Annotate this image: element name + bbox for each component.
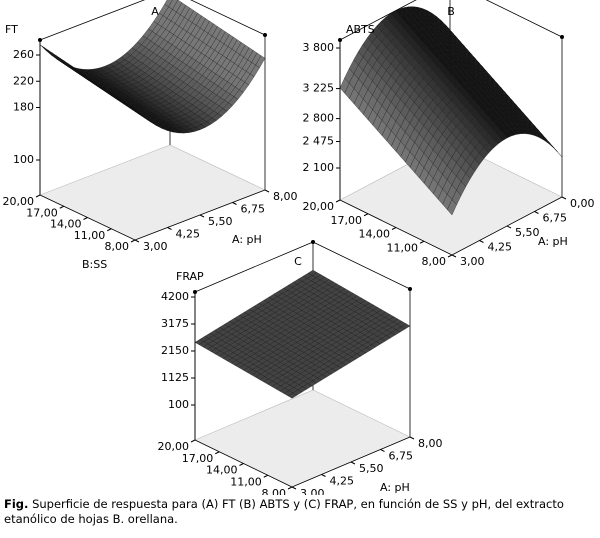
y-tick-label: 20,00 bbox=[303, 200, 335, 213]
x-tick bbox=[321, 474, 326, 477]
y-tick-label: 11,00 bbox=[230, 475, 262, 488]
x-tick-label: 0,00 bbox=[570, 197, 595, 210]
z-tick-label: 180 bbox=[13, 101, 34, 114]
x-tick-label: 8,00 bbox=[273, 190, 298, 203]
x-tick-label: 5,50 bbox=[359, 462, 384, 475]
x-tick bbox=[291, 486, 297, 490]
y-tick bbox=[130, 239, 136, 243]
z-tick-label: 1125 bbox=[161, 371, 189, 384]
z-tick-label: 2 475 bbox=[303, 135, 335, 148]
panel-letter: B bbox=[447, 5, 455, 18]
z-tick-label: 2 800 bbox=[303, 112, 335, 125]
x-axis-label: A: pH bbox=[232, 233, 262, 246]
box-edge bbox=[194, 241, 314, 293]
z-tick-label: 2150 bbox=[161, 344, 189, 357]
z-tick-label: 3175 bbox=[161, 317, 189, 330]
panel-letter: C bbox=[294, 255, 302, 268]
surface-cell bbox=[130, 105, 141, 114]
y-tick bbox=[35, 194, 41, 198]
x-tick-label: 4,25 bbox=[488, 241, 513, 254]
x-tick-label: 3,00 bbox=[460, 255, 485, 268]
x-tick bbox=[479, 240, 484, 243]
x-axis-label: A: pH bbox=[380, 481, 410, 494]
x-tick-label: 6,75 bbox=[389, 450, 414, 463]
y-tick bbox=[215, 451, 220, 455]
y-tick bbox=[59, 205, 64, 209]
x-tick bbox=[451, 254, 457, 258]
y-axis-label: B:SS bbox=[82, 258, 107, 271]
y-tick-label: 20,00 bbox=[158, 440, 190, 453]
caption-text: Superficie de respuesta para (A) FT (B) … bbox=[4, 497, 564, 526]
y-tick-label: 20,00 bbox=[3, 195, 35, 208]
y-tick bbox=[391, 227, 397, 230]
y-tick bbox=[287, 486, 293, 490]
x-tick bbox=[380, 449, 385, 452]
surface-cell bbox=[287, 392, 298, 399]
y-tick bbox=[190, 439, 196, 443]
surface-cell bbox=[447, 199, 457, 216]
y-tick-label: 11,00 bbox=[387, 241, 419, 254]
box-edge bbox=[39, 0, 146, 41]
x-tick bbox=[199, 214, 205, 218]
x-tick bbox=[561, 196, 567, 200]
x-tick-label: 4,25 bbox=[176, 228, 201, 241]
y-tick-label: 8,00 bbox=[422, 255, 447, 268]
y-tick bbox=[447, 254, 453, 258]
z-tick-label: 3 225 bbox=[303, 82, 335, 95]
x-tick-label: 6,75 bbox=[241, 203, 266, 216]
y-tick bbox=[335, 199, 341, 203]
y-tick bbox=[83, 217, 88, 220]
y-tick bbox=[239, 463, 244, 466]
x-tick bbox=[134, 239, 140, 243]
z-tick-label: 220 bbox=[13, 74, 34, 87]
x-tick-label: 5,50 bbox=[208, 215, 233, 228]
y-tick-label: 14,00 bbox=[50, 218, 82, 231]
z-tick-label: 3 800 bbox=[303, 41, 335, 54]
figure: 1001802202608,006,755,504,253,0020,0017,… bbox=[3, 0, 595, 495]
y-tick-label: 14,00 bbox=[359, 228, 391, 241]
y-tick bbox=[107, 228, 112, 232]
x-tick bbox=[264, 189, 270, 193]
box-edge bbox=[312, 241, 411, 290]
z-tick-label: 260 bbox=[13, 48, 34, 61]
y-tick-label: 11,00 bbox=[74, 229, 106, 242]
y-tick-label: 8,00 bbox=[262, 487, 287, 495]
y-tick-label: 8,00 bbox=[105, 240, 130, 253]
z-tick-label: 2 100 bbox=[303, 161, 335, 174]
y-tick bbox=[263, 474, 268, 478]
z-axis-label: FT bbox=[5, 23, 18, 36]
y-tick-label: 17,00 bbox=[182, 452, 214, 465]
caption: Fig. Superficie de respuesta para (A) FT… bbox=[4, 497, 598, 527]
z-axis-label: ABTS bbox=[346, 23, 375, 36]
x-tick bbox=[167, 227, 172, 230]
z-tick-label: 100 bbox=[13, 153, 34, 166]
y-tick-label: 17,00 bbox=[26, 206, 58, 219]
x-tick-label: 3,00 bbox=[300, 487, 325, 495]
z-tick-label: 100 bbox=[168, 398, 189, 411]
y-tick bbox=[419, 240, 425, 244]
panel-letter: A bbox=[151, 5, 159, 18]
z-axis-label: FRAP bbox=[176, 270, 204, 283]
y-tick-label: 17,00 bbox=[331, 214, 363, 227]
x-tick-label: 3,00 bbox=[143, 240, 168, 253]
caption-label: Fig. bbox=[4, 497, 29, 511]
y-tick-label: 14,00 bbox=[206, 464, 238, 477]
z-tick-label: 4200 bbox=[161, 290, 189, 303]
box-edge bbox=[485, 0, 563, 38]
x-tick bbox=[350, 461, 356, 465]
y-tick bbox=[363, 213, 369, 217]
x-tick bbox=[506, 225, 512, 229]
box-edge bbox=[190, 0, 266, 36]
x-tick-label: 4,25 bbox=[330, 475, 355, 488]
x-tick-label: 6,75 bbox=[543, 212, 568, 225]
x-tick-label: 8,00 bbox=[418, 437, 443, 450]
x-tick bbox=[534, 211, 539, 214]
x-tick bbox=[232, 202, 237, 205]
x-tick bbox=[409, 436, 415, 440]
x-tick-label: 5,50 bbox=[515, 226, 540, 239]
x-axis-label: A: pH bbox=[538, 235, 568, 248]
